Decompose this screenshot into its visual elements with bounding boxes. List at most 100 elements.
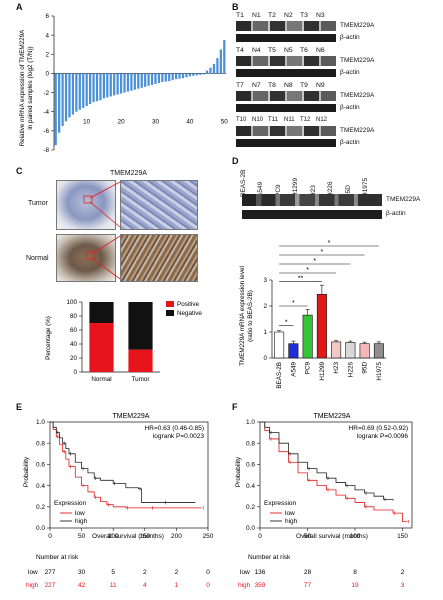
panel-f-curves [260,421,410,524]
panel-e-legend-low: low [75,510,85,517]
panel-f-ylabel: Probability [235,456,242,487]
panel-b-lane-label: T7 [236,82,244,89]
km-frame [49,421,209,529]
km-risk-high-value: 11 [110,582,117,589]
panel-d-y-tick-label: 3 [263,277,267,284]
panel-b-control-band [236,104,336,112]
panel-b-lane-label: N7 [252,82,261,89]
panel-b-lane-label: T9 [300,82,308,89]
ihc-tumor-overview-image [56,180,116,230]
panel-d-bar [316,294,327,359]
km-curve-high [50,421,196,503]
panel-c-bar-segment [89,302,114,323]
panel-a-x-tick-label: 30 [152,118,160,125]
km-y-tick-label: 0.0 [246,525,255,532]
panel-a-x-tick-label: 10 [83,118,91,125]
panel-a-bar [123,73,126,93]
panel-d-x-tick-label: 95D [362,362,369,374]
panel-c-y-tick-label: 80 [70,313,78,320]
panel-a-bar [71,73,75,115]
panel-c-bar-segment [89,323,114,372]
km-x-tick-label: 50 [304,533,312,540]
km-risk-low-value: 136 [255,569,266,576]
panel-a-bar [109,73,112,97]
km-curve-low [50,421,202,509]
panel-a-bar [181,73,185,79]
panel-d-y-tick-label: 1 [263,329,267,336]
panel-a-bar [188,73,191,77]
panel-d-control-label: β-actin [386,210,406,217]
panel-label-d: D [232,156,239,166]
panel-b-target-label: TMEM229A [340,22,375,29]
panel-f-stats-2: logrank P=0.0096 [357,433,409,440]
panel-f-stats-1: HR=0.69 (0.52-0.92) [349,425,408,432]
panel-f-title: TMEM229A [314,413,351,420]
panel-label-a: A [16,2,23,12]
panel-d-axes: 0 1 2 3 BEAS-2B A549 PC9 H1299 H23 H226 95D H1975 [263,277,386,389]
km-y-tick-label: 0.4 [36,483,45,490]
panel-d-sig-star: * [292,300,295,307]
panel-a-bar [106,73,109,98]
panel-b-lane-label: T10 [236,117,247,123]
panel-a-bar [212,63,216,74]
panel-a-bar [154,73,157,84]
panel-d-x-tick-label: H1299 [319,362,326,381]
panel-b-control-band [236,139,336,147]
panel-e-legend-high: high [75,518,88,525]
km-risk-high-value: 359 [255,582,266,589]
km-x-tick-label: 100 [350,533,361,540]
km-risk-low-value: 2 [143,569,147,576]
panel-a-bar [216,58,219,74]
ihc-connector-lines [83,181,121,280]
km-y-tick-label: 0.4 [246,483,255,490]
km-y-tick-label: 0.6 [36,462,45,469]
panel-b-lane-label: T4 [236,47,244,54]
km-y-tick-label: 0.2 [246,504,255,511]
km-risk-low-value: 8 [353,569,357,576]
panel-a-y-tick-label: -4 [43,109,49,116]
panel-c-legend-swatch [166,310,174,316]
panel-b-control-band [236,69,336,77]
ihc-normal-zoom-image [120,234,198,282]
panel-e-ylabel: Probability [23,456,30,487]
panel-d-x-tick-label: H23 [333,362,340,374]
panel-a-bar [64,73,68,122]
panel-c-legend: Positive Negative [166,301,202,317]
panel-a-y-tick-label: 4 [45,32,49,39]
panel-a-bar [68,73,71,118]
km-risk-high-value: 19 [351,582,359,589]
panel-a-bar [195,73,198,76]
panel-f-risk-table: 136 28 8 2 359 77 19 3 [255,569,405,589]
panel-b-lane-label: T12 [300,117,311,123]
panel-c-normal-label: Normal [26,255,49,262]
panel-c-tumor-label: Tumor [28,200,48,207]
panel-a-bar [113,73,116,96]
panel-a-bar [209,67,212,74]
panel-label-b: B [232,2,239,12]
km-x-tick-label: 250 [203,533,214,540]
km-risk-high-value: 42 [78,582,86,589]
panel-e-risk-title: Number at risk [36,554,79,561]
panel-d-bar [288,343,299,359]
km-x-tick-label: 100 [108,533,119,540]
km-x-tick-label: 50 [78,533,86,540]
panel-e-axes: 0.0 0.2 0.4 0.6 0.8 1.0 0 50 100 150 200 250 [36,419,214,540]
panel-b-lane-label: T6 [300,47,308,54]
panel-a-bar [147,73,150,86]
panel-d-bar [274,331,285,359]
km-x-tick-label: 150 [139,533,150,540]
panel-a-y-tick-label: 2 [45,51,49,58]
panel-d-x-tick-label: H226 [347,362,354,378]
km-risk-low-value: 28 [304,569,312,576]
panel-c-bars [89,302,153,372]
panel-label-c: C [16,166,23,176]
panel-b-control-label: β-actin [340,104,360,111]
panel-d-bar [345,342,356,359]
panel-d-bar [302,314,313,359]
panel-a-x-tick-label: 40 [186,118,194,125]
km-curve-high [260,421,394,501]
panel-a-bar [192,73,195,76]
panel-f-legend-high: high [285,518,298,525]
panel-a-bar [82,73,85,108]
panel-a-y-tick-label: -2 [43,90,49,97]
